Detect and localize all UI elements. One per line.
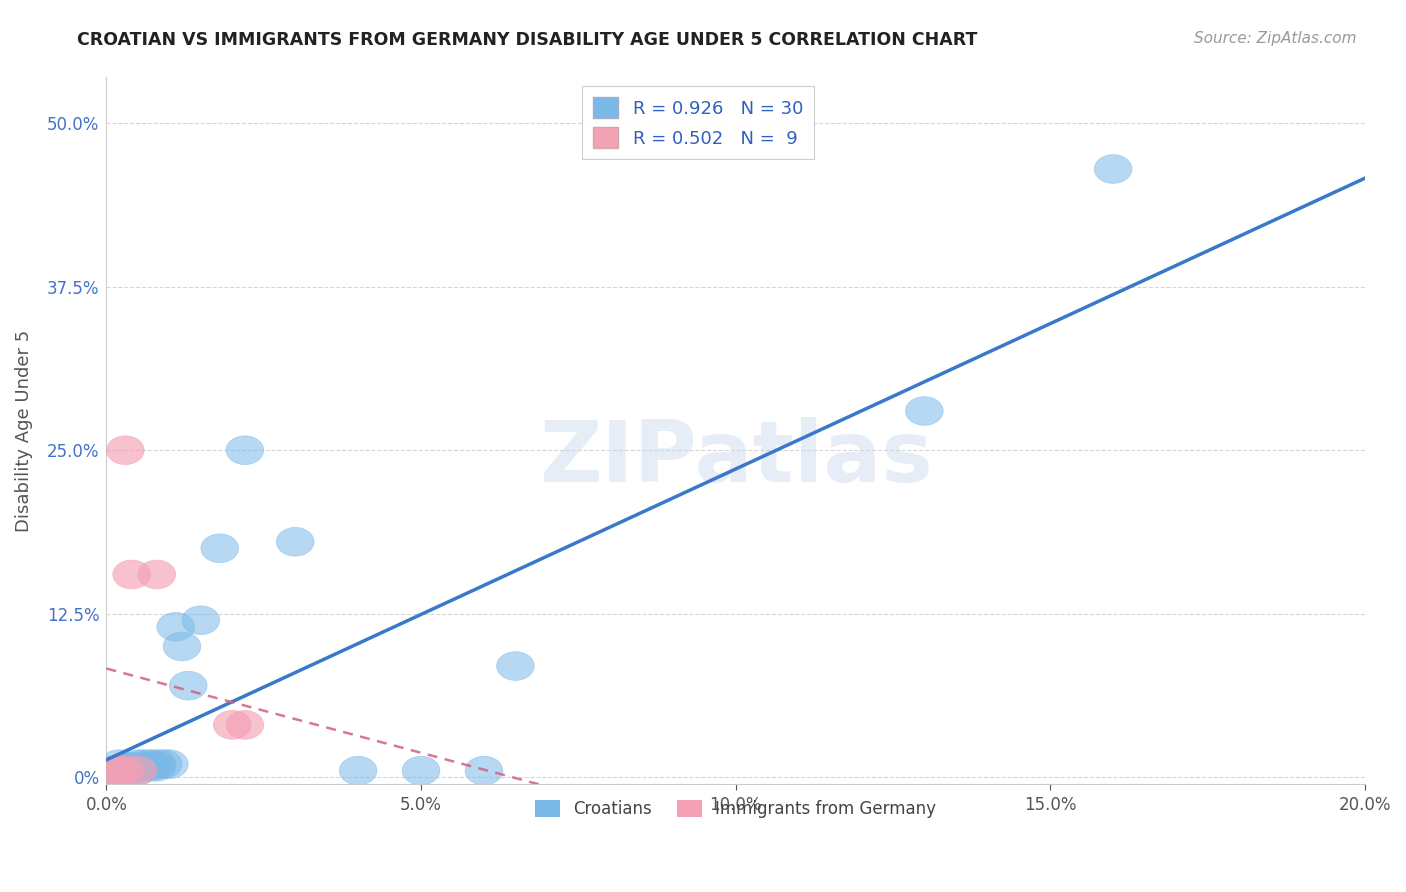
- Ellipse shape: [120, 756, 157, 785]
- Ellipse shape: [112, 756, 150, 785]
- Ellipse shape: [125, 750, 163, 779]
- Ellipse shape: [138, 750, 176, 779]
- Ellipse shape: [120, 750, 157, 779]
- Y-axis label: Disability Age Under 5: Disability Age Under 5: [15, 329, 32, 532]
- Ellipse shape: [107, 752, 145, 781]
- Ellipse shape: [339, 756, 377, 785]
- Ellipse shape: [120, 756, 157, 785]
- Ellipse shape: [157, 613, 194, 641]
- Ellipse shape: [145, 750, 181, 779]
- Ellipse shape: [112, 560, 150, 589]
- Ellipse shape: [100, 756, 138, 785]
- Ellipse shape: [402, 756, 440, 785]
- Ellipse shape: [169, 672, 207, 700]
- Legend: Croatians, Immigrants from Germany: Croatians, Immigrants from Germany: [529, 793, 943, 825]
- Ellipse shape: [132, 750, 169, 779]
- Ellipse shape: [138, 560, 176, 589]
- Ellipse shape: [181, 606, 219, 634]
- Ellipse shape: [94, 756, 132, 785]
- Ellipse shape: [132, 752, 169, 781]
- Ellipse shape: [107, 436, 145, 465]
- Text: Source: ZipAtlas.com: Source: ZipAtlas.com: [1194, 31, 1357, 46]
- Ellipse shape: [465, 756, 503, 785]
- Ellipse shape: [226, 711, 264, 739]
- Ellipse shape: [94, 756, 132, 785]
- Ellipse shape: [905, 397, 943, 425]
- Ellipse shape: [226, 436, 264, 465]
- Ellipse shape: [214, 711, 252, 739]
- Ellipse shape: [112, 752, 150, 781]
- Ellipse shape: [201, 534, 239, 563]
- Text: CROATIAN VS IMMIGRANTS FROM GERMANY DISABILITY AGE UNDER 5 CORRELATION CHART: CROATIAN VS IMMIGRANTS FROM GERMANY DISA…: [77, 31, 977, 49]
- Ellipse shape: [150, 750, 188, 779]
- Ellipse shape: [138, 752, 176, 781]
- Ellipse shape: [100, 756, 138, 785]
- Ellipse shape: [163, 632, 201, 661]
- Ellipse shape: [1094, 154, 1132, 184]
- Text: ZIPatlas: ZIPatlas: [538, 417, 932, 500]
- Ellipse shape: [100, 750, 138, 779]
- Ellipse shape: [277, 527, 314, 556]
- Ellipse shape: [496, 652, 534, 681]
- Ellipse shape: [107, 756, 145, 785]
- Ellipse shape: [125, 752, 163, 781]
- Ellipse shape: [107, 756, 145, 785]
